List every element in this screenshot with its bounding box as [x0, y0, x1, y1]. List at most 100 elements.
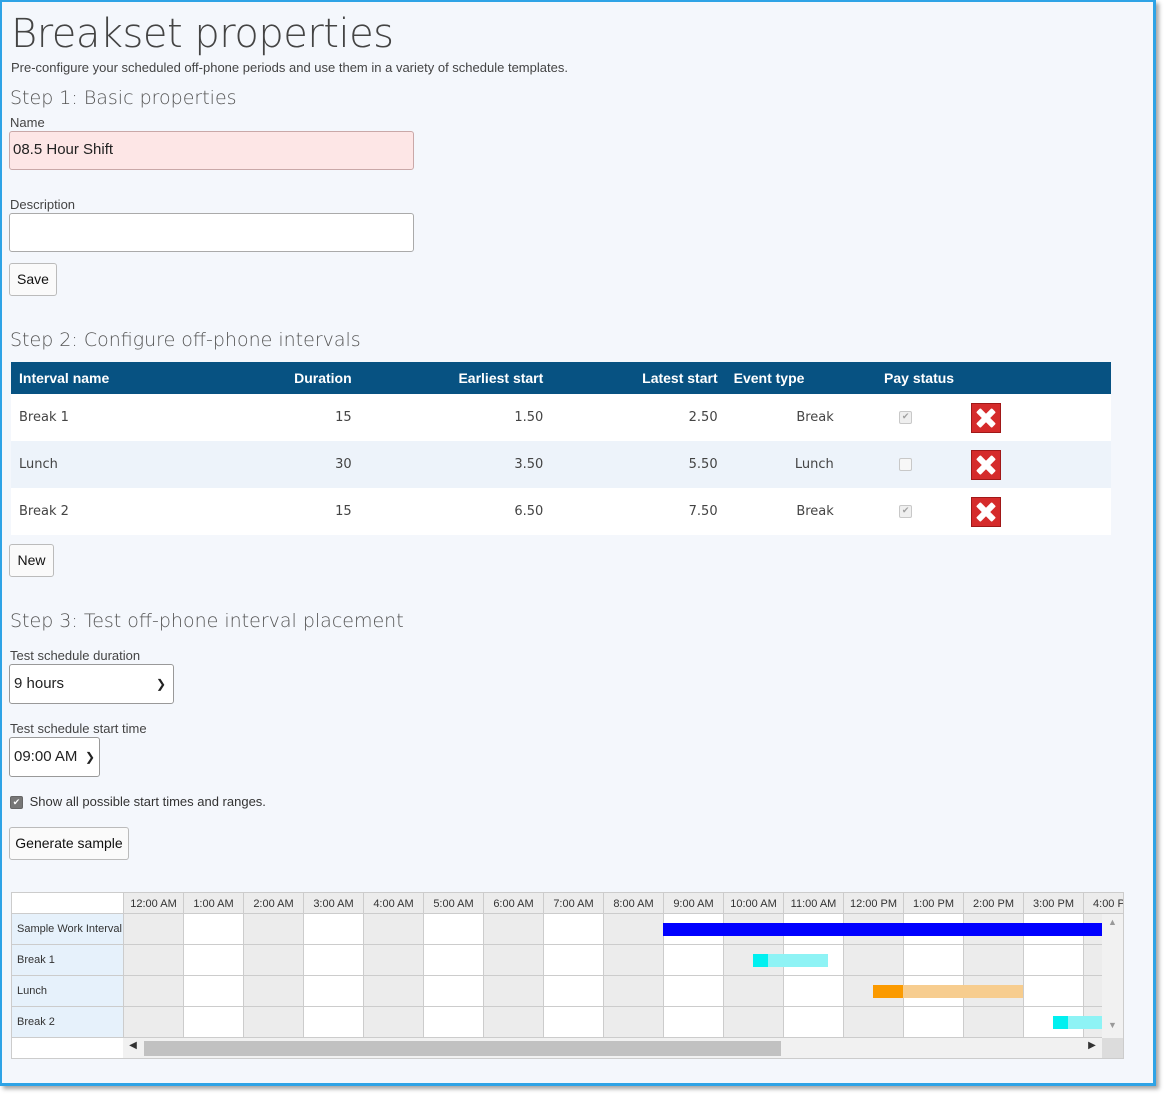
timeline-hour-label: 12:00 PM: [843, 893, 903, 914]
new-interval-button[interactable]: New: [9, 544, 54, 577]
timeline-cell: [303, 1007, 363, 1038]
start-time-select[interactable]: 09:00 AM ❯: [9, 737, 100, 777]
interval-name-link[interactable]: Break 2: [11, 488, 211, 535]
timeline-cell: [543, 1007, 603, 1038]
step3-heading: Step 3: Test off-phone interval placemen…: [10, 610, 404, 632]
show-all-checkbox[interactable]: ✔: [10, 796, 23, 810]
timeline-hour-label: 2:00 PM: [963, 893, 1023, 914]
scroll-left-icon[interactable]: ◀: [129, 1040, 137, 1051]
timeline-cell: [723, 976, 783, 1007]
delete-icon[interactable]: [971, 496, 1002, 527]
timeline-cell: [663, 976, 723, 1007]
latest-start-cell: 7.50: [551, 488, 726, 535]
table-row: Break 2 15 6.50 7.50 Break ✔: [11, 488, 1111, 535]
timeline-cell: [603, 976, 663, 1007]
start-time-label: Test schedule start time: [10, 721, 147, 736]
step2-heading: Step 2: Configure off-phone intervals: [10, 329, 361, 351]
timeline-row-label: Sample Work Interval: [12, 914, 123, 945]
show-all-option[interactable]: ✔ Show all possible start times and rang…: [10, 794, 266, 810]
col-duration[interactable]: Duration: [210, 362, 360, 394]
work-interval-bar[interactable]: [663, 923, 1123, 936]
timeline-hour-label: 8:00 AM: [603, 893, 663, 914]
lunch-start-bar[interactable]: [873, 985, 903, 998]
col-delete: [962, 362, 1111, 394]
interval-name-link[interactable]: Lunch: [11, 441, 211, 488]
timeline-hour-label: 3:00 AM: [303, 893, 363, 914]
timeline-row-label: Lunch: [12, 976, 123, 1007]
timeline-cell: [1023, 1007, 1083, 1038]
name-field[interactable]: 08.5 Hour Shift: [9, 131, 414, 170]
timeline-cell: [183, 1007, 243, 1038]
start-time-select-value: 09:00 AM: [14, 748, 78, 765]
timeline-cell: [843, 1007, 903, 1038]
timeline-cell: [663, 945, 723, 976]
timeline-hour-label: 11:00 AM: [783, 893, 843, 914]
description-label: Description: [10, 197, 76, 212]
intervals-table: Interval name Duration Earliest start La…: [11, 362, 1111, 535]
timeline-hour-label: 10:00 AM: [723, 893, 783, 914]
timeline-hour-label: 5:00 AM: [423, 893, 483, 914]
table-header-row: Interval name Duration Earliest start La…: [11, 362, 1111, 394]
timeline-cell: [363, 1007, 423, 1038]
break1-start-bar[interactable]: [753, 954, 768, 967]
col-earliest-start[interactable]: Earliest start: [359, 362, 552, 394]
timeline-cell: [663, 1007, 723, 1038]
col-pay-status[interactable]: Pay status: [841, 362, 963, 394]
delete-cell: [962, 394, 1111, 441]
timeline-hour-label: 12:00 AM: [123, 893, 183, 914]
timeline-cell: [963, 1007, 1023, 1038]
timeline-cell: [1023, 945, 1083, 976]
timeline-row-label: Break 2: [12, 1007, 123, 1038]
horizontal-scroll-thumb[interactable]: [144, 1041, 781, 1056]
col-latest-start[interactable]: Latest start: [551, 362, 726, 394]
timeline-cell: [243, 976, 303, 1007]
timeline-cell: [363, 914, 423, 945]
description-field[interactable]: [9, 213, 414, 252]
timeline-cell: [903, 945, 963, 976]
duration-cell: 30: [210, 441, 360, 488]
timeline-corner: [12, 893, 123, 914]
page-subtitle: Pre-configure your scheduled off-phone p…: [11, 60, 568, 75]
timeline-hour-label: 4:00 AM: [363, 893, 423, 914]
timeline-cell: [483, 1007, 543, 1038]
duration-select[interactable]: 9 hours ❯: [9, 664, 174, 704]
scroll-right-icon[interactable]: ▶: [1088, 1040, 1096, 1051]
col-event-type[interactable]: Event type: [725, 362, 842, 394]
duration-cell: 15: [210, 488, 360, 535]
scroll-down-icon[interactable]: ▼: [1108, 1020, 1117, 1030]
earliest-start-cell: 6.50: [359, 488, 552, 535]
table-row: Lunch 30 3.50 5.50 Lunch: [11, 441, 1111, 488]
timeline-cell: [423, 914, 483, 945]
earliest-start-cell: 1.50: [359, 394, 552, 441]
timeline-cell: [183, 945, 243, 976]
interval-name-link[interactable]: Break 1: [11, 394, 211, 441]
timeline-cell: [243, 914, 303, 945]
break2-start-bar[interactable]: [1053, 1016, 1068, 1029]
pay-status-checkbox: [899, 458, 913, 471]
page-frame: Breakset properties Pre-configure your s…: [0, 0, 1156, 1086]
delete-icon[interactable]: [971, 449, 1002, 480]
generate-sample-button[interactable]: Generate sample: [9, 827, 129, 860]
pay-status-checkbox: ✔: [899, 411, 913, 424]
timeline-cell: [303, 914, 363, 945]
earliest-start-cell: 3.50: [359, 441, 552, 488]
latest-start-cell: 5.50: [551, 441, 726, 488]
break1-range-bar[interactable]: [753, 954, 828, 967]
timeline-cell: [723, 1007, 783, 1038]
timeline-cell: [243, 945, 303, 976]
timeline-hour-label: 7:00 AM: [543, 893, 603, 914]
timeline-cell: [363, 945, 423, 976]
show-all-label: Show all possible start times and ranges…: [29, 794, 266, 809]
timeline-cell: [783, 976, 843, 1007]
timeline-cell: [483, 945, 543, 976]
lunch-range-bar[interactable]: [873, 985, 1023, 998]
timeline-hour-label: 3:00 PM: [1023, 893, 1083, 914]
page-title: Breakset properties: [11, 11, 394, 57]
scroll-up-icon[interactable]: ▲: [1108, 917, 1117, 927]
event-type-cell: Lunch: [725, 441, 842, 488]
col-interval-name[interactable]: Interval name: [11, 362, 211, 394]
chevron-down-icon: ❯: [155, 677, 166, 691]
save-button[interactable]: Save: [9, 263, 57, 296]
vertical-scrollbar[interactable]: [1102, 914, 1123, 1038]
delete-icon[interactable]: [971, 402, 1002, 433]
